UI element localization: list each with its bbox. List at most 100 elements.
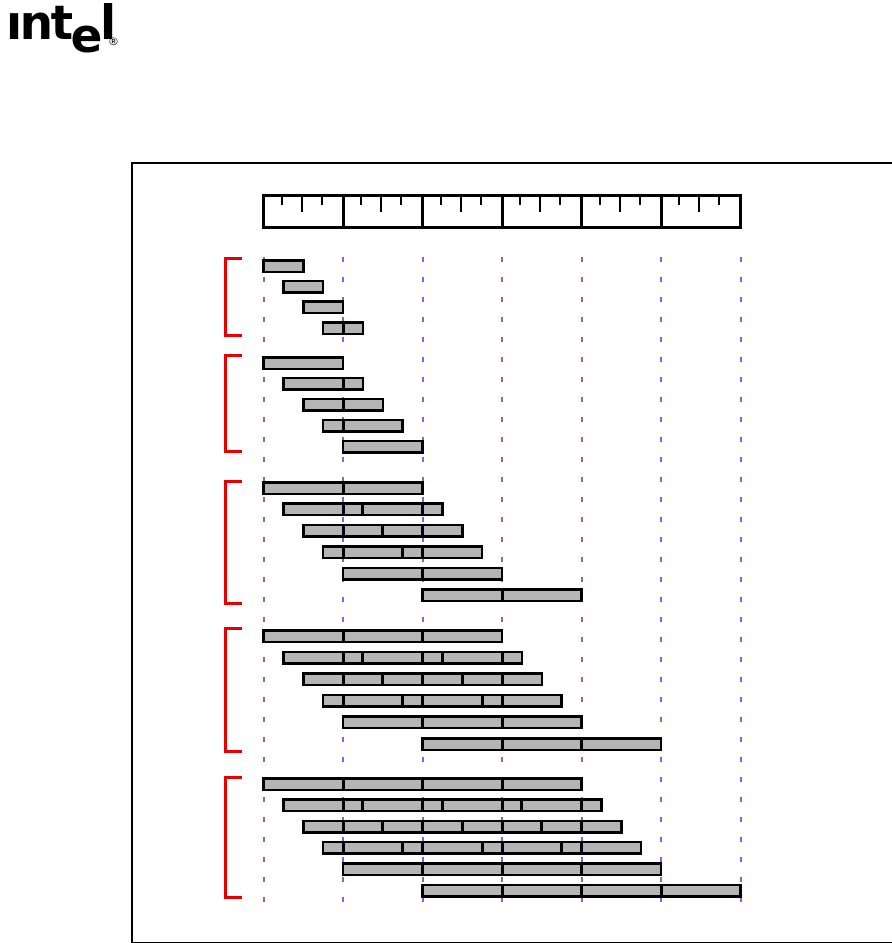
bar-phase-divider: [500, 883, 504, 898]
ruler-tick: [380, 197, 383, 212]
transaction-bar: [302, 397, 384, 412]
bar-phase-divider: [421, 545, 424, 560]
bar-phase-divider: [341, 502, 345, 517]
bar-phase-divider: [341, 376, 345, 391]
bar-phase-divider: [500, 777, 504, 791]
transaction-bar: [341, 566, 504, 581]
bar-phase-divider: [341, 672, 345, 687]
ruler-tick: [519, 197, 522, 205]
bar-phase-divider: [401, 545, 405, 560]
bar-phase-divider: [341, 523, 345, 538]
bar-phase-divider: [381, 819, 385, 834]
transaction-bar-fill: [324, 696, 561, 706]
grid-dashed-line: [501, 257, 503, 910]
ruler-segment-line: [580, 197, 583, 226]
bar-phase-divider: [580, 737, 583, 751]
bar-phase-divider: [341, 418, 345, 433]
grid-dashed-line: [421, 257, 424, 910]
group-bracket: [224, 354, 242, 453]
bar-phase-divider: [421, 629, 424, 643]
bar-phase-divider: [421, 502, 424, 517]
intel-logo: ıntel ®: [6, 0, 119, 60]
time-ruler: [262, 194, 742, 229]
bar-phase-divider: [421, 777, 424, 791]
transaction-bar: [341, 862, 663, 877]
bar-phase-divider: [500, 862, 504, 877]
transaction-bar: [282, 376, 365, 391]
ruler-segment-line: [659, 197, 663, 226]
bar-phase-divider: [341, 819, 345, 834]
grid-dashed-line: [580, 257, 583, 910]
bar-phase-divider: [421, 798, 424, 813]
transaction-bar: [421, 588, 583, 603]
ruler-segment-line: [500, 197, 504, 226]
bar-phase-divider: [500, 840, 504, 855]
bar-phase-divider: [580, 798, 583, 813]
group-bracket: [224, 480, 242, 605]
ruler-tick: [678, 197, 681, 205]
transaction-bar-fill: [344, 442, 422, 452]
ruler-tick: [400, 197, 403, 205]
grid-dashed-line: [739, 257, 742, 910]
ruler-tick: [459, 197, 462, 212]
bar-phase-divider: [500, 819, 504, 834]
bar-phase-divider: [381, 672, 385, 687]
bar-phase-divider: [341, 397, 345, 412]
transaction-bar: [421, 737, 663, 751]
transaction-bar: [421, 883, 742, 898]
transaction-bar: [321, 840, 643, 855]
bar-phase-divider: [520, 798, 524, 813]
bar-phase-divider: [580, 840, 583, 855]
transaction-bar: [282, 650, 524, 665]
ruler-tick: [559, 197, 562, 205]
intel-logo-dropped-e: e: [70, 9, 103, 64]
transaction-bar: [341, 439, 424, 454]
bar-phase-divider: [480, 840, 484, 855]
bar-phase-divider: [560, 840, 564, 855]
intel-logo-text: ıntel: [6, 0, 116, 64]
bar-phase-divider: [421, 862, 424, 877]
transaction-bar: [302, 523, 464, 538]
bar-phase-divider: [659, 883, 663, 898]
bar-phase-divider: [421, 650, 424, 665]
bar-phase-divider: [480, 693, 484, 708]
transaction-bar: [341, 715, 583, 730]
bar-phase-divider: [421, 566, 424, 581]
ruler-tick: [479, 197, 482, 205]
ruler-tick: [638, 197, 641, 205]
transaction-bar: [282, 279, 325, 294]
transaction-bar-fill: [264, 631, 501, 641]
ruler-tick: [598, 197, 601, 205]
ruler-tick: [320, 197, 323, 205]
transaction-bar-fill: [324, 421, 402, 431]
bar-phase-divider: [421, 819, 424, 834]
transaction-bar: [282, 502, 444, 517]
grid-dashed-line: [262, 257, 265, 910]
ruler-tick: [539, 197, 542, 212]
transaction-bar: [262, 259, 305, 273]
transaction-bar: [321, 545, 484, 560]
bar-phase-divider: [361, 502, 365, 517]
bar-phase-divider: [421, 693, 424, 708]
bar-phase-divider: [500, 693, 504, 708]
transaction-bar-fill: [344, 717, 581, 727]
transaction-bar-fill: [284, 282, 322, 292]
bar-phase-divider: [500, 672, 504, 687]
transaction-bar-fill: [284, 379, 362, 389]
ruler-tick: [360, 197, 363, 205]
bar-phase-divider: [341, 777, 345, 791]
bar-phase-divider: [341, 840, 345, 855]
transaction-bar-fill: [284, 653, 521, 663]
bar-phase-divider: [361, 650, 365, 665]
bar-phase-divider: [401, 693, 405, 708]
ruler-segment-line: [421, 197, 424, 226]
bar-phase-divider: [341, 798, 345, 813]
bar-phase-divider: [341, 650, 345, 665]
bar-phase-divider: [500, 650, 504, 665]
bar-phase-divider: [341, 629, 345, 643]
grid-dashed-line: [342, 257, 344, 910]
transaction-bar-fill: [304, 302, 342, 312]
bar-phase-divider: [440, 798, 444, 813]
bar-phase-divider: [460, 819, 464, 834]
